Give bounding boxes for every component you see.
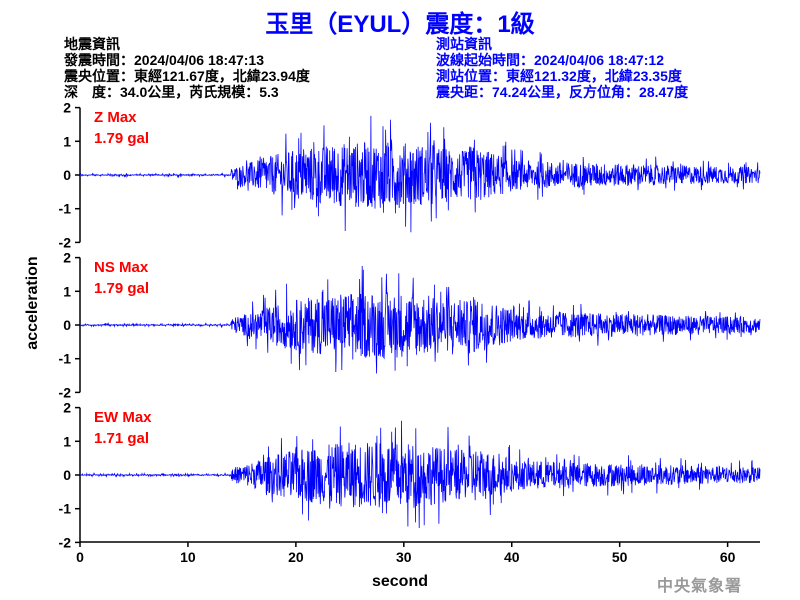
y-tick-label: 2 xyxy=(63,400,71,416)
y-tick-label: -2 xyxy=(59,534,72,550)
y-tick-label: 0 xyxy=(63,167,71,183)
y-tick-label: 2 xyxy=(63,250,71,266)
max-label-z: Z Max xyxy=(94,109,137,126)
epicentral-distance: 震央距：74.24公里，反方位角：28.47度 xyxy=(436,84,689,100)
y-tick-label: 1 xyxy=(63,133,71,149)
y-tick-label: 0 xyxy=(63,317,71,333)
x-tick-label: 10 xyxy=(180,549,196,565)
x-tick-label: 20 xyxy=(288,549,304,565)
epicenter: 震央位置：東經121.67度，北緯23.94度 xyxy=(64,68,310,84)
x-tick-label: 30 xyxy=(396,549,412,565)
max-value-ns: 1.79 gal xyxy=(94,280,149,297)
x-tick-label: 50 xyxy=(612,549,628,565)
y-tick-label: -2 xyxy=(59,384,72,400)
station-info-heading: 測站資訊 xyxy=(436,36,492,52)
max-value-ew: 1.71 gal xyxy=(94,430,149,447)
start-time: 波線起始時間：2024/04/06 18:47:12 xyxy=(436,52,664,68)
y-tick-label: 2 xyxy=(63,100,71,116)
y-tick-label: 1 xyxy=(63,433,71,449)
y-tick-label: -1 xyxy=(59,351,72,367)
trace-ew xyxy=(79,420,761,529)
origin-time: 發震時間：2024/04/06 18:47:13 xyxy=(64,52,264,68)
y-tick-label: -1 xyxy=(59,201,72,217)
y-tick-label: 1 xyxy=(63,283,71,299)
max-label-ew: EW Max xyxy=(94,409,152,426)
x-tick-label: 60 xyxy=(720,549,736,565)
x-axis-label: second xyxy=(372,573,428,590)
agency-logo-text: 中央氣象署 xyxy=(657,576,743,595)
earthquake-info: 地震資訊 發震時間：2024/04/06 18:47:13 震央位置：東經121… xyxy=(64,36,310,100)
y-axis-label: acceleration xyxy=(24,256,41,349)
trace-z xyxy=(79,115,761,233)
trace-ns xyxy=(80,265,761,374)
station-location: 測站位置：東經121.32度，北緯23.35度 xyxy=(436,68,682,84)
depth-magnitude: 深 度：34.0公里，芮氏規模：5.3 xyxy=(64,84,279,100)
x-tick-label: 0 xyxy=(76,549,84,565)
y-tick-label: -2 xyxy=(59,234,72,250)
max-value-z: 1.79 gal xyxy=(94,130,149,147)
station-info: 測站資訊 波線起始時間：2024/04/06 18:47:12 測站位置：東經1… xyxy=(436,36,688,100)
x-tick-label: 40 xyxy=(504,549,520,565)
earthquake-info-heading: 地震資訊 xyxy=(64,36,120,52)
max-label-ns: NS Max xyxy=(94,259,149,276)
figure-title: 玉里（EYUL）震度：1級 xyxy=(265,11,535,38)
y-tick-label: 0 xyxy=(63,467,71,483)
y-tick-label: -1 xyxy=(59,501,72,517)
